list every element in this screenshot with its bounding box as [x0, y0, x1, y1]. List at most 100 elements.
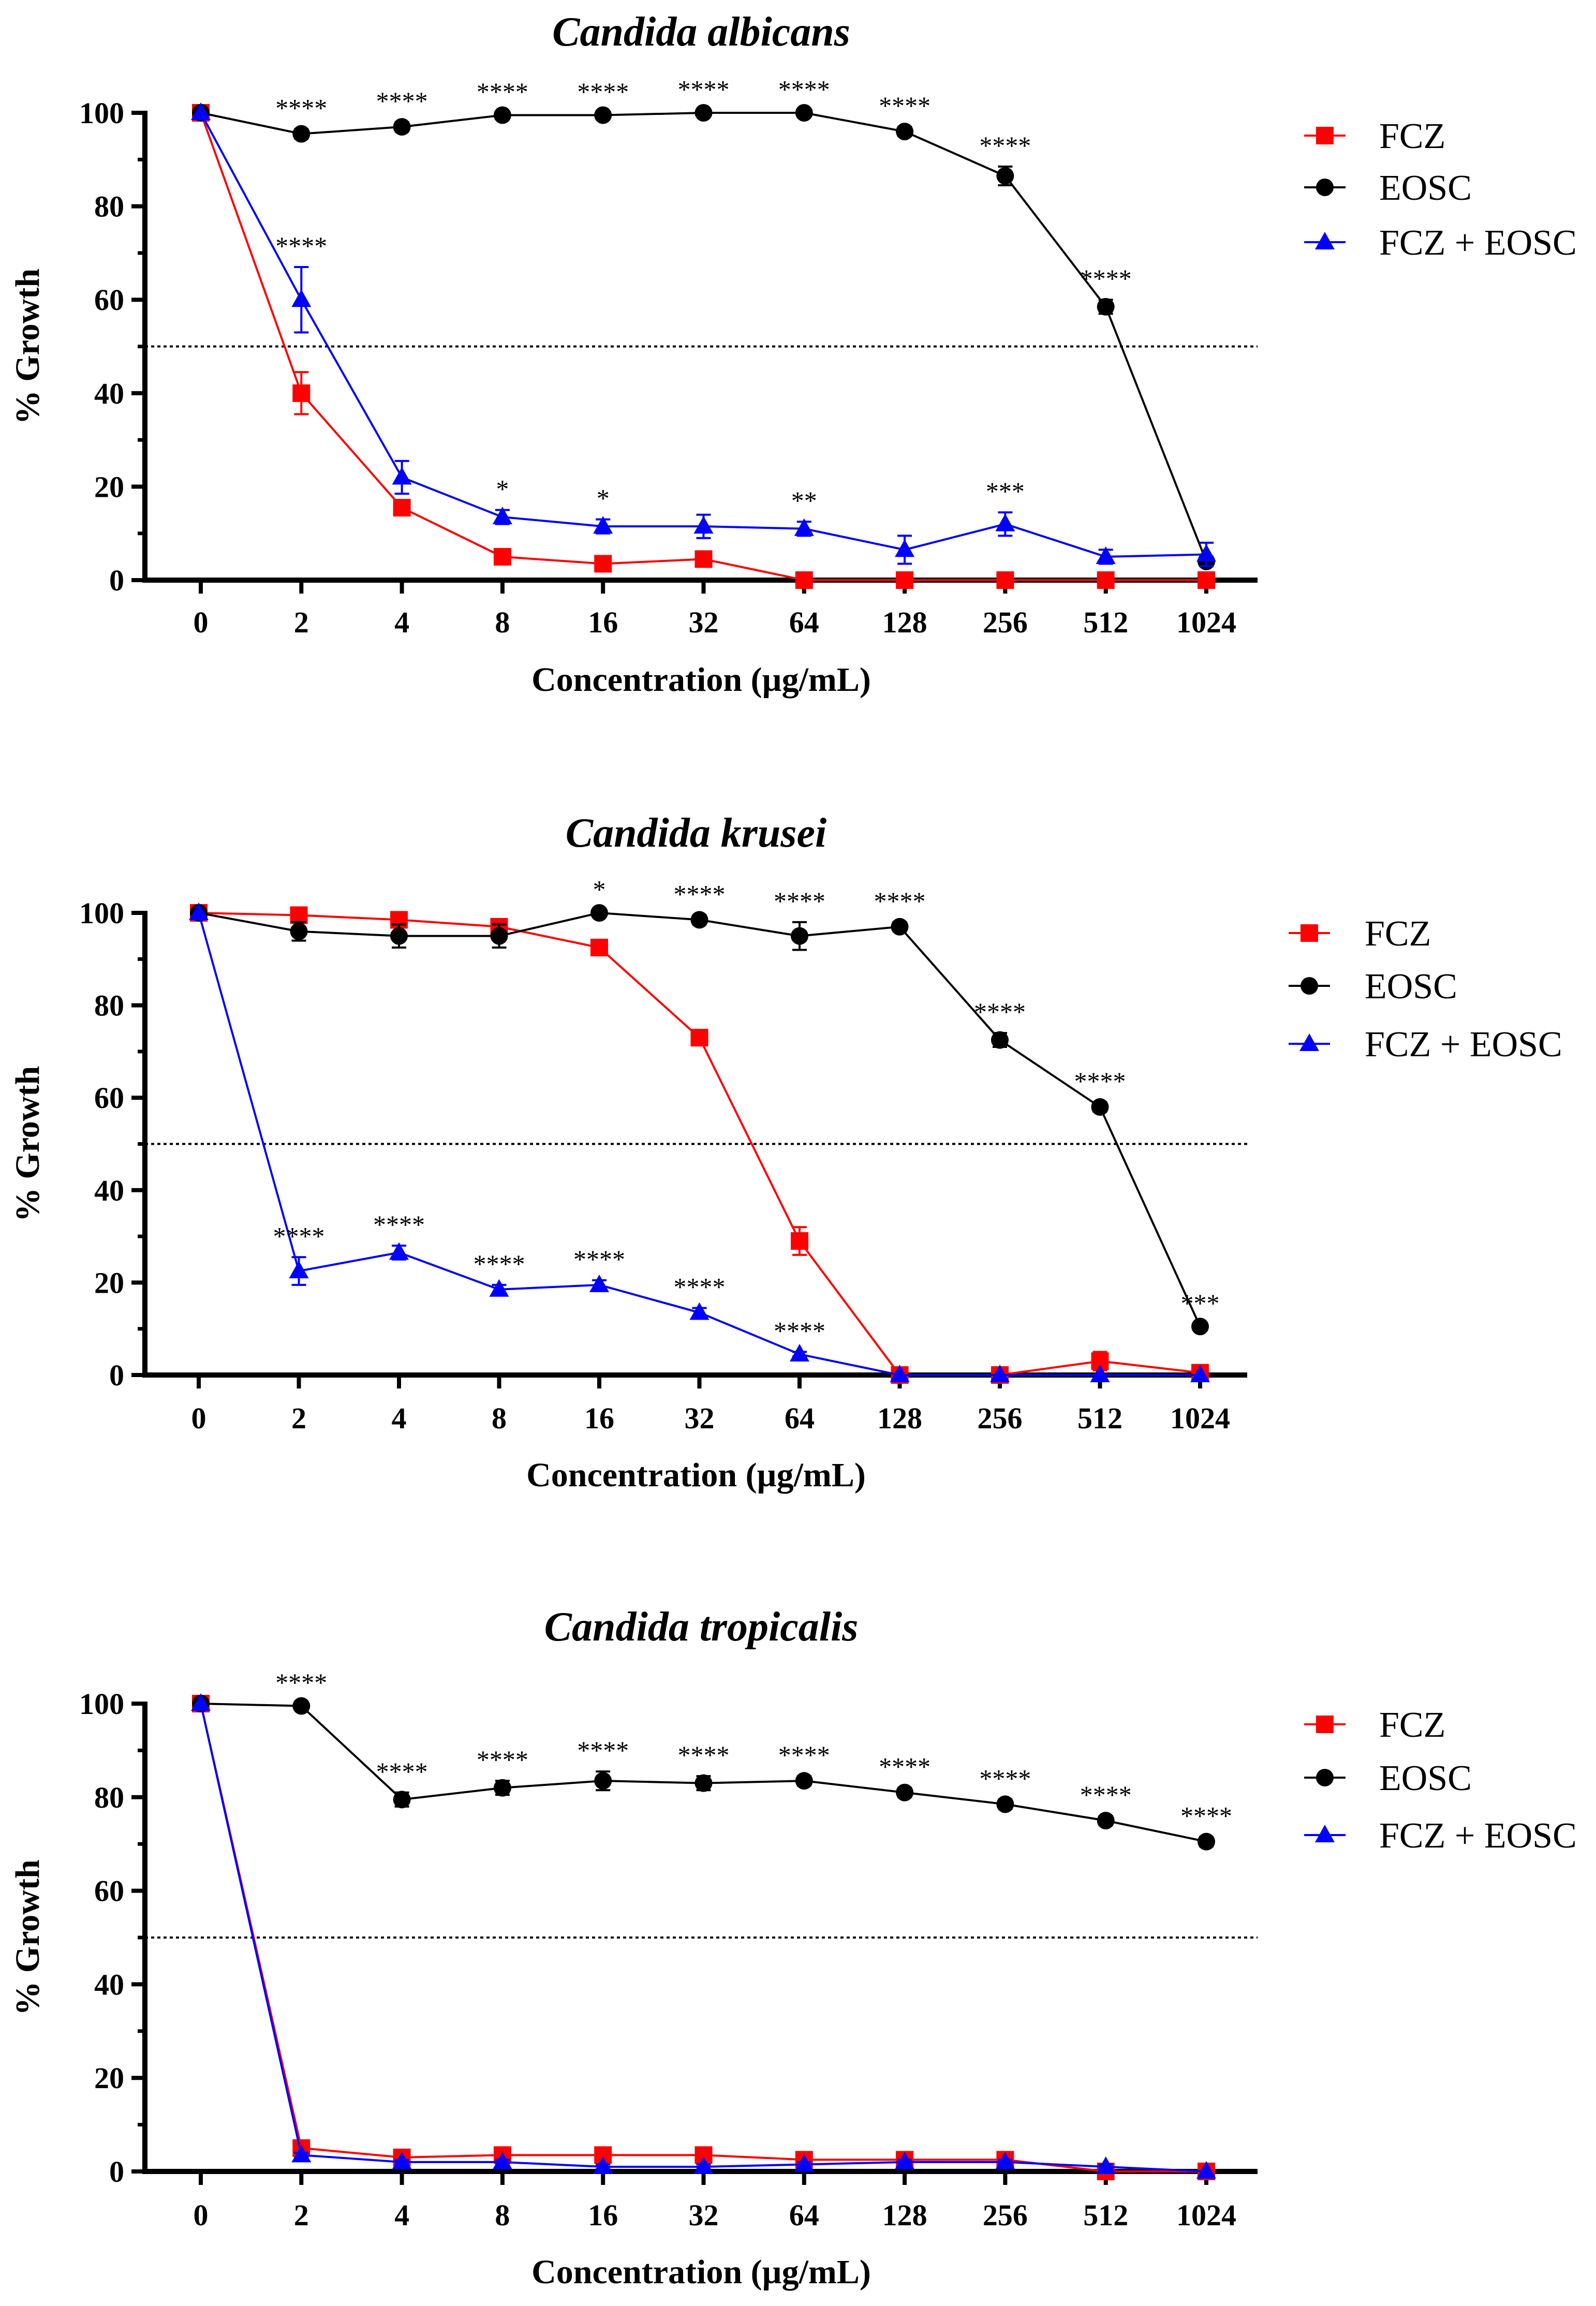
significance-label: ****	[874, 886, 926, 915]
x-tick-label: 8	[492, 1401, 507, 1435]
x-tick-label: 128	[882, 605, 927, 639]
significance-label: *	[496, 475, 509, 504]
series-line	[200, 112, 1207, 562]
x-tick-label: 1024	[1176, 2198, 1236, 2232]
data-point	[292, 384, 311, 402]
legend-label: FCZ + EOSC	[1365, 1025, 1562, 1065]
legend-marker	[1316, 127, 1334, 144]
legend: FCZ EOSC FCZ + EOSC	[1289, 914, 1562, 1065]
chart-panel-3: Candida tropicalis 0 20 40 60 80 100 0 2 4 8 16 32 64…	[9, 1604, 1577, 2291]
x-tick-label: 2	[294, 605, 309, 639]
significance-label: ****	[275, 231, 327, 260]
data-point	[389, 1242, 409, 1260]
data-point	[1097, 298, 1115, 316]
data-point	[492, 2151, 512, 2169]
y-tick-label: 60	[94, 1081, 124, 1115]
data-point	[693, 2156, 714, 2174]
significance-label: ****	[577, 77, 629, 106]
data-point	[693, 516, 714, 534]
x-tick-label: 0	[194, 605, 209, 639]
significance-label: ****	[477, 1745, 528, 1774]
data-point	[1091, 1098, 1109, 1116]
chart-panel-2: Candida krusei 0 20 40 60 80 100 0 2 4 8 16 32 64 128 2…	[9, 810, 1562, 1494]
data-point	[191, 1693, 211, 1711]
y-tick-label: 20	[94, 2061, 124, 2095]
series-line	[200, 1703, 1207, 1843]
y-tick-label: 100	[79, 896, 124, 930]
significance-label: ****	[678, 1740, 730, 1769]
data-point	[490, 927, 508, 945]
series-fcz-eosc	[191, 102, 1216, 567]
data-point	[594, 1772, 612, 1790]
y-tick-label: 80	[94, 1781, 124, 1814]
data-point	[1196, 544, 1216, 562]
data-point	[594, 555, 612, 573]
x-tick-label: 128	[877, 1401, 922, 1435]
x-tick-label: 32	[689, 605, 719, 639]
x-tick-label: 16	[588, 2198, 618, 2232]
y-tick-label: 20	[94, 470, 124, 504]
significance-label: ****	[778, 1740, 830, 1769]
significance-label: ****	[774, 1316, 825, 1345]
legend-label: FCZ	[1379, 1705, 1445, 1745]
y-tick-label: 40	[94, 1968, 124, 2001]
x-tick-label: 4	[394, 605, 409, 639]
x-tick-label: 2	[291, 1401, 306, 1435]
data-point	[392, 2151, 412, 2169]
x-tick-label: 256	[983, 2198, 1028, 2232]
data-point	[189, 903, 209, 920]
data-point	[589, 1274, 609, 1292]
data-point	[896, 571, 914, 589]
y-tick-label: 60	[94, 1874, 124, 1908]
legend-label: EOSC	[1365, 967, 1457, 1007]
y-axis-label: % Growth	[9, 1066, 47, 1222]
significance-label: ****	[778, 75, 830, 104]
data-point	[1196, 2161, 1216, 2179]
y-tick-label: 0	[109, 2155, 124, 2189]
significance-label: ****	[577, 1736, 629, 1765]
legend-label: FCZ + EOSC	[1379, 223, 1577, 263]
data-point	[996, 1795, 1014, 1813]
significance-label: ****	[275, 1668, 327, 1697]
y-axis-label: % Growth	[9, 269, 47, 424]
data-point	[795, 104, 813, 122]
y-tick-label: 0	[109, 1358, 124, 1392]
data-point	[896, 1783, 914, 1801]
data-point	[790, 1343, 809, 1362]
data-point	[990, 1365, 1010, 1382]
series-fcz-eosc	[191, 1693, 1216, 2179]
significance-label: ****	[275, 94, 327, 123]
x-tick-label: 64	[789, 605, 819, 639]
legend-label: EOSC	[1379, 1758, 1472, 1798]
legend-label: FCZ + EOSC	[1379, 1816, 1577, 1856]
data-point	[996, 571, 1014, 589]
significance-label: ****	[273, 1221, 325, 1250]
data-point	[690, 1029, 708, 1047]
data-point	[690, 911, 708, 929]
data-point	[791, 1232, 808, 1250]
y-tick-label: 80	[94, 190, 124, 224]
data-point	[794, 2154, 814, 2172]
significance-label: ****	[477, 77, 528, 106]
x-tick-label: 512	[1083, 605, 1128, 639]
data-point	[292, 1697, 311, 1715]
x-axis-label: Concentration (µg/mL)	[526, 1456, 866, 1494]
legend: FCZ EOSC FCZ + EOSC	[1304, 1705, 1577, 1856]
data-point	[290, 906, 308, 924]
data-point	[594, 106, 612, 124]
x-tick-label: 0	[191, 1401, 206, 1435]
y-tick-label: 100	[79, 96, 124, 130]
x-tick-label: 512	[1083, 2198, 1128, 2232]
legend-marker	[1315, 232, 1335, 249]
legend-marker	[1301, 924, 1318, 942]
significance-label: ****	[1080, 1780, 1132, 1809]
significance-label: ****	[974, 997, 1026, 1026]
legend: FCZ EOSC FCZ + EOSC	[1304, 116, 1577, 263]
significance-label: ****	[979, 131, 1031, 160]
data-point	[492, 507, 512, 525]
x-tick-label: 128	[882, 2198, 927, 2232]
series-fcz-eosc	[189, 903, 1210, 1382]
data-point	[890, 1365, 910, 1382]
data-point	[1097, 1812, 1115, 1829]
